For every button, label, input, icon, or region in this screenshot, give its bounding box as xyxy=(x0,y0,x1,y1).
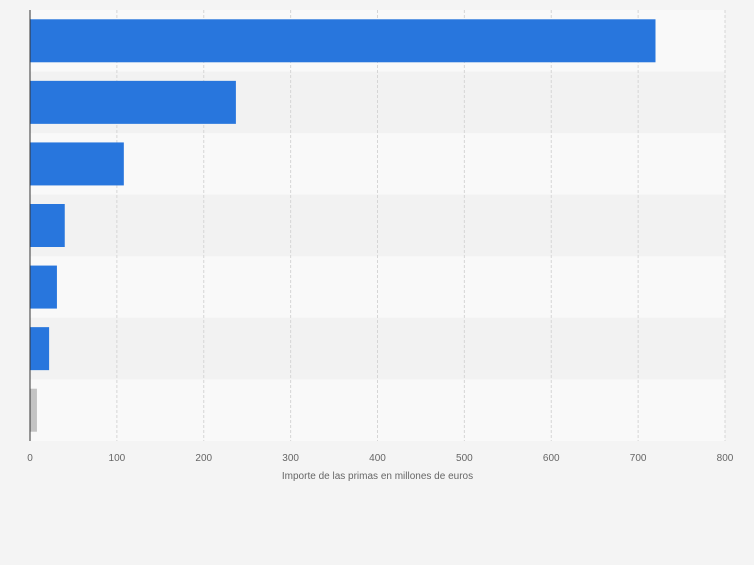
bar[interactable] xyxy=(30,142,124,186)
bar[interactable] xyxy=(30,388,37,432)
bar[interactable] xyxy=(30,327,50,371)
x-tick-label: 700 xyxy=(630,453,647,464)
bar[interactable] xyxy=(30,265,57,309)
x-tick-label: 100 xyxy=(109,453,126,464)
bar[interactable] xyxy=(30,19,656,63)
x-tick-labels: 0 100 200 300 400 500 600 700 800 xyxy=(27,453,734,464)
bar[interactable] xyxy=(30,80,236,124)
x-tick-label: 800 xyxy=(717,453,734,464)
x-tick-label: 400 xyxy=(369,453,386,464)
x-tick-label: 300 xyxy=(282,453,299,464)
row-band xyxy=(30,317,725,380)
bars xyxy=(30,19,656,432)
bar[interactable] xyxy=(30,204,65,247)
x-axis-title: Importe de las primas en millones de eur… xyxy=(282,471,473,482)
x-tick-label: 0 xyxy=(27,453,33,464)
x-tick-label: 600 xyxy=(543,453,560,464)
x-tick-label: 200 xyxy=(195,453,212,464)
row-band xyxy=(30,133,725,195)
x-tick-label: 500 xyxy=(456,453,473,464)
